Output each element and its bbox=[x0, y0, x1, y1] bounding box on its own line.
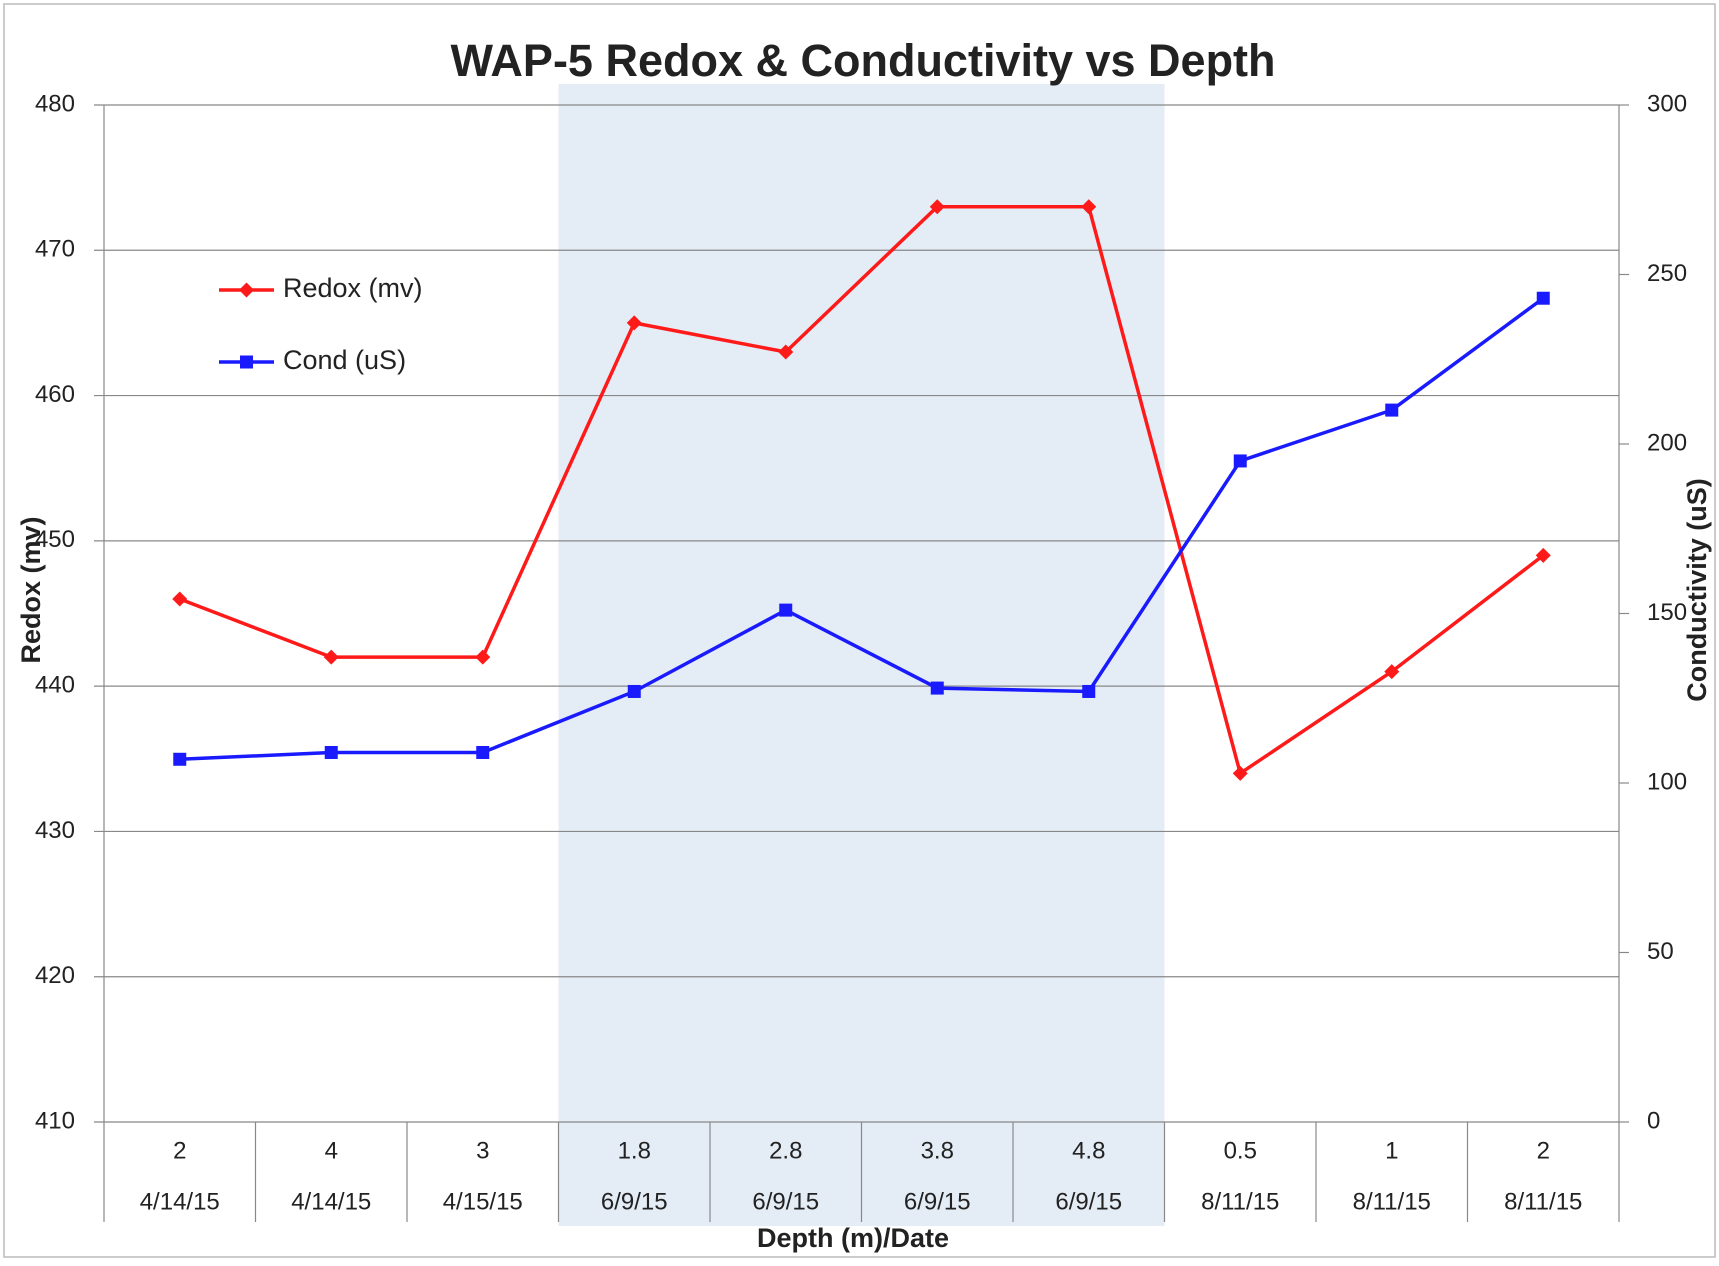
highlight-band bbox=[558, 84, 1165, 1226]
square-marker bbox=[627, 684, 641, 698]
x-date-label: 8/11/15 bbox=[1353, 1188, 1431, 1215]
y-tick-label: 450 bbox=[35, 526, 75, 553]
x-date-label: 6/9/15 bbox=[752, 1188, 819, 1215]
x-tick-label: 3.8 bbox=[921, 1137, 954, 1164]
y2-tick-label: 150 bbox=[1647, 599, 1687, 626]
y2-tick-label: 50 bbox=[1647, 938, 1674, 965]
x-tick-label: 2.8 bbox=[769, 1137, 802, 1164]
x-axis-title: Depth (m)/Date bbox=[757, 1223, 949, 1253]
y-axis-title: Redox (mv) bbox=[16, 516, 46, 663]
y2-tick-label: 100 bbox=[1647, 768, 1687, 795]
series-line bbox=[179, 204, 1545, 777]
x-date-label: 8/11/15 bbox=[1504, 1188, 1582, 1215]
y-tick-label: 410 bbox=[35, 1107, 75, 1134]
y2-tick-label: 300 bbox=[1647, 90, 1687, 117]
background-layer bbox=[558, 84, 1165, 1226]
x-tick-label: 4 bbox=[325, 1137, 338, 1164]
square-marker bbox=[1385, 403, 1399, 417]
x-date-label: 6/9/15 bbox=[904, 1188, 971, 1215]
x-tick-label: 3 bbox=[476, 1137, 489, 1164]
legend-box bbox=[175, 258, 477, 395]
diamond-marker bbox=[778, 344, 794, 360]
square-marker bbox=[779, 603, 793, 617]
y-tick-label: 430 bbox=[35, 817, 75, 844]
diamond-marker bbox=[1081, 199, 1097, 215]
legend-label: Redox (mv) bbox=[283, 273, 423, 303]
x-date-label: 6/9/15 bbox=[1055, 1188, 1122, 1215]
y2-tick-label: 250 bbox=[1647, 260, 1687, 287]
x-date-label: 4/14/15 bbox=[140, 1188, 220, 1215]
square-marker bbox=[476, 745, 490, 759]
y2-tick-label: 200 bbox=[1647, 429, 1687, 456]
square-marker bbox=[324, 745, 338, 759]
square-marker bbox=[173, 752, 187, 766]
legend-marker bbox=[240, 355, 253, 369]
square-marker bbox=[1082, 684, 1096, 698]
square-marker bbox=[1536, 291, 1550, 305]
x-tick-label: 1 bbox=[1385, 1137, 1398, 1164]
x-date-label: 4/15/15 bbox=[443, 1188, 523, 1215]
x-tick-label: 2 bbox=[1537, 1137, 1550, 1164]
diamond-marker bbox=[172, 591, 188, 607]
diamond-marker bbox=[1535, 547, 1551, 563]
square-marker bbox=[1233, 454, 1247, 468]
series-line bbox=[179, 296, 1545, 762]
x-tick-label: 1.8 bbox=[618, 1137, 651, 1164]
diamond-marker bbox=[1384, 664, 1400, 680]
diamond-marker bbox=[626, 315, 642, 331]
diamond-marker bbox=[475, 649, 491, 665]
y-tick-label: 460 bbox=[35, 381, 75, 408]
chart-title: WAP-5 Redox & Conductivity vs Depth bbox=[450, 35, 1275, 86]
legend-label: Cond (uS) bbox=[283, 345, 406, 375]
x-tick-label: 0.5 bbox=[1224, 1137, 1257, 1164]
y2-tick-label: 0 bbox=[1647, 1107, 1660, 1134]
legend-marker bbox=[239, 282, 254, 298]
diamond-marker bbox=[1232, 765, 1248, 781]
y-tick-label: 420 bbox=[35, 962, 75, 989]
y-tick-label: 440 bbox=[35, 671, 75, 698]
diamond-marker bbox=[929, 199, 945, 215]
x-tick-label: 4.8 bbox=[1072, 1137, 1105, 1164]
x-tick-label: 2 bbox=[173, 1137, 186, 1164]
diamond-marker bbox=[323, 649, 339, 665]
y-tick-label: 470 bbox=[35, 236, 75, 263]
y-tick-label: 480 bbox=[35, 90, 75, 117]
x-date-label: 6/9/15 bbox=[601, 1188, 668, 1215]
x-date-label: 8/11/15 bbox=[1201, 1188, 1279, 1215]
x-date-label: 4/14/15 bbox=[291, 1188, 371, 1215]
y2-axis-title: Conductivity (uS) bbox=[1682, 478, 1712, 702]
square-marker bbox=[930, 681, 944, 695]
